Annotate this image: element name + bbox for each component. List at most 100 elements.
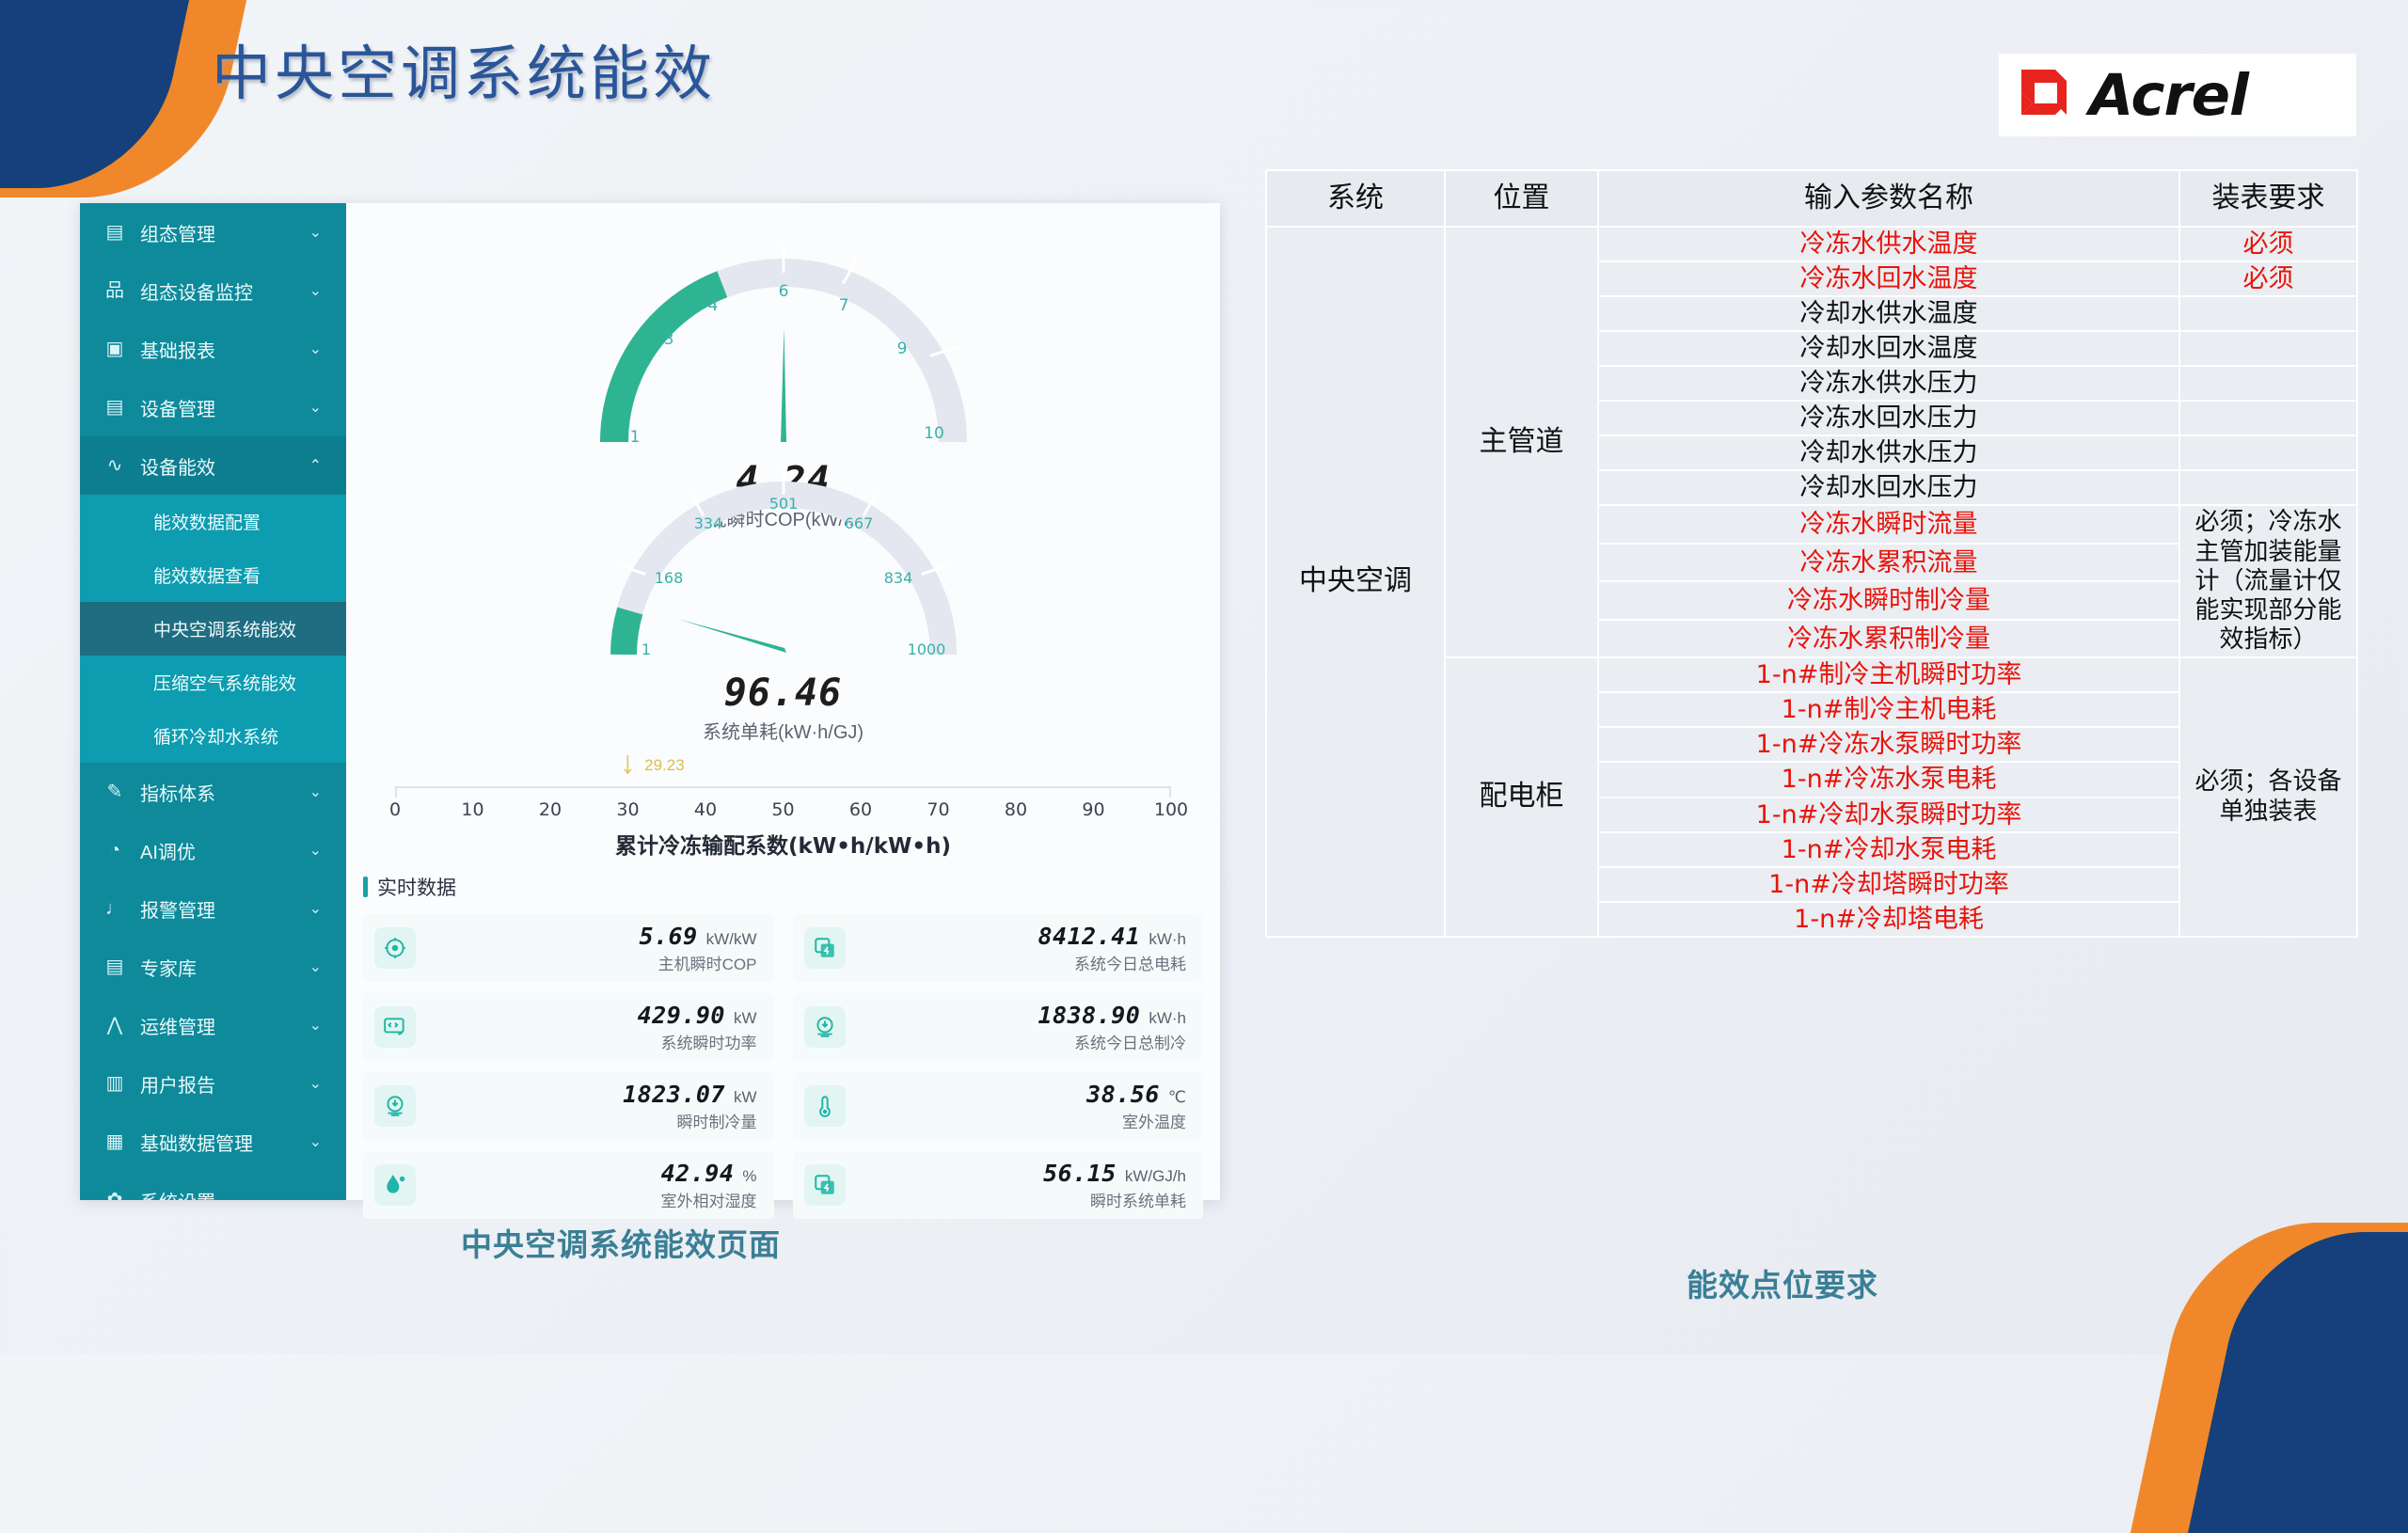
axis-title: 累计冷冻输配系数(kW•h/kW•h) (615, 834, 951, 859)
cell-parameter: 1-n#冷却水泵电耗 (1597, 830, 2180, 868)
cell-parameter: 1-n#冷冻水泵瞬时功率 (1597, 726, 2180, 764)
sidebar-item-13[interactable]: ✿ 系统设置 ⌄ (80, 1171, 346, 1200)
svg-text:4: 4 (707, 296, 718, 315)
table-header-row: 系统 位置 输入参数名称 装表要求 (1265, 169, 2358, 228)
cell-parameter: 冷却水供水压力 (1597, 435, 2180, 472)
cell-parameter: 冷冻水累积制冷量 (1597, 618, 2180, 659)
realtime-card-body: 1838.90 kW·h 系统今日总制冷 (846, 1002, 1186, 1053)
sidebar-item-6[interactable]: ✎ 指标体系 ⌄ (80, 763, 346, 821)
svg-text:10: 10 (924, 424, 944, 443)
sidebar-item-10[interactable]: ⋀ 运维管理 ⌄ (80, 996, 346, 1054)
chevron-up-icon[interactable]: ⌃ (309, 458, 322, 474)
sidebar-subitem-5[interactable]: 循环冷却水系统 (80, 709, 346, 763)
report-icon: ▣ (105, 339, 124, 359)
chart-line-icon: ∿ (106, 455, 123, 476)
realtime-card-unit: kW/kW (705, 929, 757, 948)
sidebar-item-4[interactable]: ▤ 设备管理 ⌄ (80, 378, 346, 436)
realtime-card-unit: ℃ (1167, 1087, 1186, 1106)
realtime-card-unit: % (742, 1166, 757, 1185)
sidebar-item-1[interactable]: ▤ 组态管理 ⌄ (80, 203, 346, 261)
chevron-down-icon[interactable]: ⌄ (309, 341, 322, 357)
realtime-card-top: 429.90 kW (416, 1002, 757, 1029)
realtime-card[interactable]: 5.69 kW/kW 主机瞬时COP (363, 914, 774, 982)
cell-requirement (2178, 295, 2358, 333)
realtime-card-name: 瞬时制冷量 (676, 1113, 757, 1131)
axis-tick: 30 (616, 799, 640, 820)
cooling-icon (374, 1085, 416, 1127)
cell-parameter: 1-n#冷却塔电耗 (1597, 900, 2180, 938)
cell-requirement-note: 必须；各设备单独装表 (2178, 656, 2358, 938)
realtime-card[interactable]: 1823.07 kW 瞬时制冷量 (363, 1072, 774, 1140)
table-row: 冷冻水回水压力 (1266, 400, 2358, 437)
chevron-down-icon[interactable]: ⌄ (309, 901, 322, 917)
realtime-card-body: 56.15 kW/GJ/h 瞬时系统单耗 (846, 1160, 1186, 1211)
chevron-down-icon[interactable]: ⌄ (309, 959, 322, 975)
axis-tick: 100 (1153, 799, 1189, 820)
table-row: 中央空调 主管道 冷冻水供水温度 必须 (1265, 225, 2358, 938)
app-content: 1 3 4 6 7 9 10 4.24 系统瞬时COP(kW/kW) (346, 203, 1220, 1219)
realtime-card-top: 56.15 kW/GJ/h (846, 1160, 1186, 1187)
cell-parameter: 冷冻水瞬时流量 (1597, 504, 2180, 545)
svg-text:834: 834 (883, 569, 912, 587)
sidebar-item-5[interactable]: ∿ 设备能效 ⌃ (80, 436, 346, 495)
chevron-down-icon[interactable]: ⌄ (309, 1076, 322, 1092)
sidebar-item-2[interactable]: 品组态设备监控 ⌄ (80, 261, 346, 320)
power-meter-icon (803, 927, 846, 969)
sidebar-item-9[interactable]: ▤ 专家库 ⌄ (80, 938, 346, 996)
chevron-down-icon[interactable]: ⌄ (309, 784, 322, 800)
grid-panel-icon: ▤ (105, 222, 124, 243)
chevron-down-icon[interactable]: ⌄ (309, 1191, 322, 1200)
cell-parameter: 1-n#冷冻水泵电耗 (1597, 761, 2180, 798)
svg-text:501: 501 (768, 495, 798, 513)
caption-right: 能效点位要求 (1687, 1267, 1878, 1304)
col-header-system: 系统 (1265, 169, 1446, 228)
realtime-title: 实时数据 (377, 877, 456, 899)
target-icon (374, 927, 416, 969)
sidebar-subitem-2[interactable]: 能效数据查看 (80, 548, 346, 602)
logo-wordmark: Acrel (2089, 61, 2249, 129)
realtime-card-grid: 5.69 kW/kW 主机瞬时COP 8412.41 kW·h 系统今日总电耗 429.90… (363, 914, 1203, 1219)
svg-text:1000: 1000 (907, 640, 945, 658)
sidebar-item-12[interactable]: ▦ 基础数据管理 ⌄ (80, 1113, 346, 1171)
chevron-down-icon[interactable]: ⌄ (309, 400, 322, 416)
realtime-card-unit: kW·h (1149, 1008, 1186, 1027)
sidebar-item-11[interactable]: ▥ 用户报告 ⌄ (80, 1054, 346, 1113)
table-row: 冷冻水回水温度 必须 (1266, 261, 2358, 298)
cell-requirement (2178, 469, 2358, 507)
sidebar-subitem-label: 能效数据配置 (153, 514, 261, 533)
chevron-down-icon[interactable]: ⌄ (309, 843, 322, 859)
realtime-card-name: 系统今日总制冷 (1074, 1034, 1186, 1052)
realtime-card[interactable]: 429.90 kW 系统瞬时功率 (363, 993, 774, 1061)
gauge-cop-svg: 1 3 4 6 7 9 10 (599, 245, 967, 447)
sidebar-subitem-label: 压缩空气系统能效 (153, 674, 297, 694)
realtime-card[interactable]: 8412.41 kW·h 系统今日总电耗 (792, 914, 1203, 982)
chevron-down-icon[interactable]: ⌄ (309, 225, 322, 241)
sidebar-item-8[interactable]: ♩ 报警管理 ⌄ (80, 879, 346, 938)
table-row: 1-n#冷却塔瞬时功率 (1266, 865, 2357, 903)
sidebar-item-3[interactable]: ▣ 基础报表 ⌄ (80, 320, 346, 378)
chevron-down-icon[interactable]: ⌄ (309, 1018, 322, 1034)
realtime-card-top: 42.94% (416, 1160, 757, 1187)
sidebar-subitem-4[interactable]: 压缩空气系统能效 (80, 656, 346, 709)
realtime-card[interactable]: 56.15 kW/GJ/h 瞬时系统单耗 (792, 1151, 1203, 1219)
realtime-card[interactable]: 38.56 ℃ 室外温度 (792, 1072, 1203, 1140)
book-icon: ▤ (105, 956, 124, 977)
sidebar-subitem-1[interactable]: 能效数据配置 (80, 495, 346, 548)
requirements-table-body: 中央空调 主管道 冷冻水供水温度 必须 冷冻水回水温度 必须 冷却水供水温度 冷却水回水温度冷… (1265, 225, 2358, 938)
sidebar-item-7[interactable]: ◔ AI调优 ⌄ (80, 821, 346, 879)
chevron-down-icon[interactable]: ⌄ (309, 283, 322, 299)
sidebar-item-label: 基础报表 (140, 340, 215, 362)
realtime-card-unit: kW (733, 1008, 757, 1027)
realtime-card[interactable]: 42.94% 室外相对湿度 (363, 1151, 774, 1219)
svg-text:1: 1 (641, 640, 650, 658)
cell-requirement (2178, 435, 2358, 472)
cell-parameter: 冷冻水累积流量 (1597, 542, 2180, 583)
sidebar-item-label: 运维管理 (140, 1017, 215, 1038)
chevron-down-icon[interactable]: ⌄ (309, 1134, 322, 1150)
realtime-card[interactable]: 1838.90 kW·h 系统今日总制冷 (792, 993, 1203, 1061)
svg-text:7: 7 (838, 296, 848, 315)
axis-marker-value: 29.23 (644, 756, 685, 774)
sidebar-subitem-3[interactable]: 中央空调系统能效 (80, 602, 346, 656)
sidebar-item-label: 组态管理 (140, 224, 215, 245)
cell-location: 主管道 (1444, 225, 1599, 659)
